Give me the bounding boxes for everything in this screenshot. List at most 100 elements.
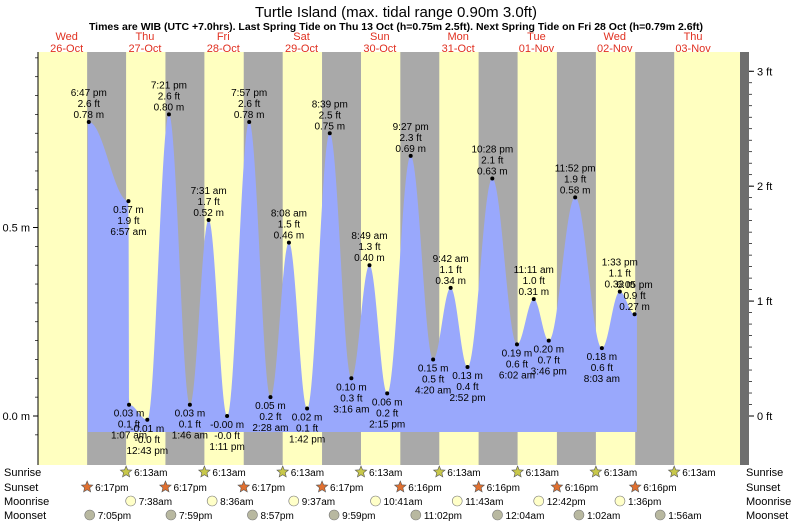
extreme-m-label: 0.03 m (114, 409, 145, 420)
plot-area (37, 52, 637, 465)
extreme-m-label: 0.63 m (477, 166, 508, 177)
extreme-m-label: 0.33 m (605, 280, 636, 291)
extreme-ft-label: 2.6 ft (238, 99, 260, 110)
extreme-ft-label: 2.3 ft (400, 133, 422, 144)
extreme-time-label: 3:46 pm (531, 367, 567, 378)
extreme-ft-label: 0.7 ft (538, 356, 560, 367)
tide-extreme-dot (531, 297, 536, 302)
sun-icon (80, 480, 94, 493)
extreme-time-label: 6:47 pm (71, 88, 107, 99)
tide-extreme-dot (514, 342, 519, 347)
extreme-ft-label: 0.1 ft (118, 420, 140, 431)
tide-extreme-dot (166, 112, 171, 117)
extreme-ft-label: 2.6 ft (158, 91, 180, 102)
tide-extreme-dot (632, 312, 637, 317)
moonrise-time-label: 1:36pm (628, 497, 661, 508)
extreme-m-label: 0.78 m (73, 110, 104, 121)
tide-extreme-dot (126, 199, 131, 204)
extreme-time-label: 9:27 pm (393, 122, 429, 133)
moonrise-row-label-right: Moonrise (746, 496, 791, 508)
moonset-time-label: 12:04am (506, 511, 545, 522)
extreme-ft-label: 1.1 ft (440, 265, 462, 276)
extreme-m-label: 0.10 m (336, 382, 367, 393)
sun-icon (589, 465, 603, 478)
moon-icon (614, 495, 626, 507)
extreme-ft-label: 1.7 ft (198, 197, 220, 208)
extreme-time-label: 8:49 am (351, 231, 387, 242)
y-axis-meters: 0.0 m 0.5 m (2, 57, 38, 436)
extreme-time-label: 11:52 pm (555, 163, 596, 174)
right-axis-strip (740, 52, 749, 465)
extreme-time-label: 12:43 pm (126, 446, 168, 457)
extreme-m-label: 0.34 m (435, 276, 466, 287)
extreme-time-label: 6:05 pm (617, 280, 653, 291)
moonset-row-label-right: Moonset (746, 510, 788, 522)
extreme-ft-label: 1.1 ft (609, 269, 631, 280)
ft-tick-label: 3 ft (757, 66, 772, 78)
moonrise-time-label: 12:42pm (547, 497, 586, 508)
day-name-label: Tue (527, 31, 546, 43)
tide-extreme-dot (187, 402, 192, 407)
extreme-m-label: 0.19 m (502, 348, 533, 359)
day-name-label: Mon (447, 31, 468, 43)
sunset-time-label: 6:16pm (565, 483, 598, 494)
extreme-time-label: 4:20 am (415, 385, 451, 396)
sunset-time-label: 6:17pm (252, 483, 285, 494)
tide-extreme-dot (86, 119, 91, 124)
extreme-time-label: 8:39 pm (312, 99, 348, 110)
extreme-time-label: 1:46 am (172, 431, 208, 442)
extreme-time-label: 6:57 am (110, 227, 146, 238)
tide-extreme-labels: 6:47 pm2.6 ft0.78 m0.57 m1.9 ft6:57 am0.… (71, 80, 653, 456)
extreme-time-label: 2:52 pm (449, 393, 485, 404)
extreme-time-label: 1:07 am (111, 431, 147, 442)
tide-extreme-dot (225, 414, 230, 418)
extreme-time-label: 2:15 pm (369, 419, 405, 430)
sun-icon (667, 465, 681, 478)
extreme-time-label: 3:16 am (333, 404, 369, 415)
extreme-ft-label: 0.1 ft (179, 420, 201, 431)
extreme-m-label: 0.58 m (560, 185, 591, 196)
day-name-label: Wed (55, 31, 77, 43)
tide-extreme-dot (305, 406, 310, 411)
tide-area (87, 114, 637, 432)
moon-icon (654, 509, 666, 521)
day-name-label: Fri (217, 31, 230, 43)
extreme-m-label: 0.40 m (354, 253, 385, 264)
tide-extreme-dot (573, 195, 578, 200)
sunrise-row-label-left: Sunrise (4, 467, 41, 479)
moon-icon (206, 495, 218, 507)
m-tick-label: 0.5 m (2, 223, 30, 235)
moonset-time-label: 1:56am (668, 511, 701, 522)
tide-extreme-dot (367, 263, 372, 268)
tide-extreme-dot (286, 240, 291, 245)
sunrise-time-label: 6:13am (604, 468, 637, 479)
extreme-m-label: 0.78 m (234, 110, 265, 121)
extreme-time-label: 6:02 am (499, 370, 535, 381)
tide-extreme-dot (431, 357, 436, 362)
sunrise-time-label: 6:13am (134, 468, 167, 479)
extreme-m-label: -0.00 m (210, 420, 244, 431)
sunset-time-label: 6:16pm (643, 483, 676, 494)
extreme-ft-label: 2.1 ft (481, 155, 503, 166)
extreme-time-label: 1:33 pm (602, 258, 638, 269)
extreme-ft-label: 0.1 ft (296, 423, 318, 434)
sun-icon (119, 465, 133, 478)
extreme-ft-label: -0.0 ft (135, 435, 161, 446)
sun-icon (550, 480, 564, 493)
sunrise-time-label: 6:13am (526, 468, 559, 479)
moonrise-time-label: 8:36am (220, 497, 253, 508)
extreme-ft-label: 2.5 ft (319, 110, 341, 121)
extreme-ft-label: 0.6 ft (506, 359, 528, 370)
sun-icon (472, 480, 486, 493)
sun-icon (158, 480, 172, 493)
sunset-row-label-left: Sunset (4, 482, 38, 494)
sun-icon (276, 465, 290, 478)
day-name-label: Wed (604, 31, 626, 43)
moonset-time-label: 7:59pm (179, 511, 212, 522)
sunrise-time-label: 6:13am (291, 468, 324, 479)
tide-extreme-dot (465, 364, 470, 369)
moonset-row-label-left: Moonset (4, 510, 46, 522)
moonrise-time-label: 7:38am (139, 497, 172, 508)
tide-extreme-dot (408, 153, 413, 158)
